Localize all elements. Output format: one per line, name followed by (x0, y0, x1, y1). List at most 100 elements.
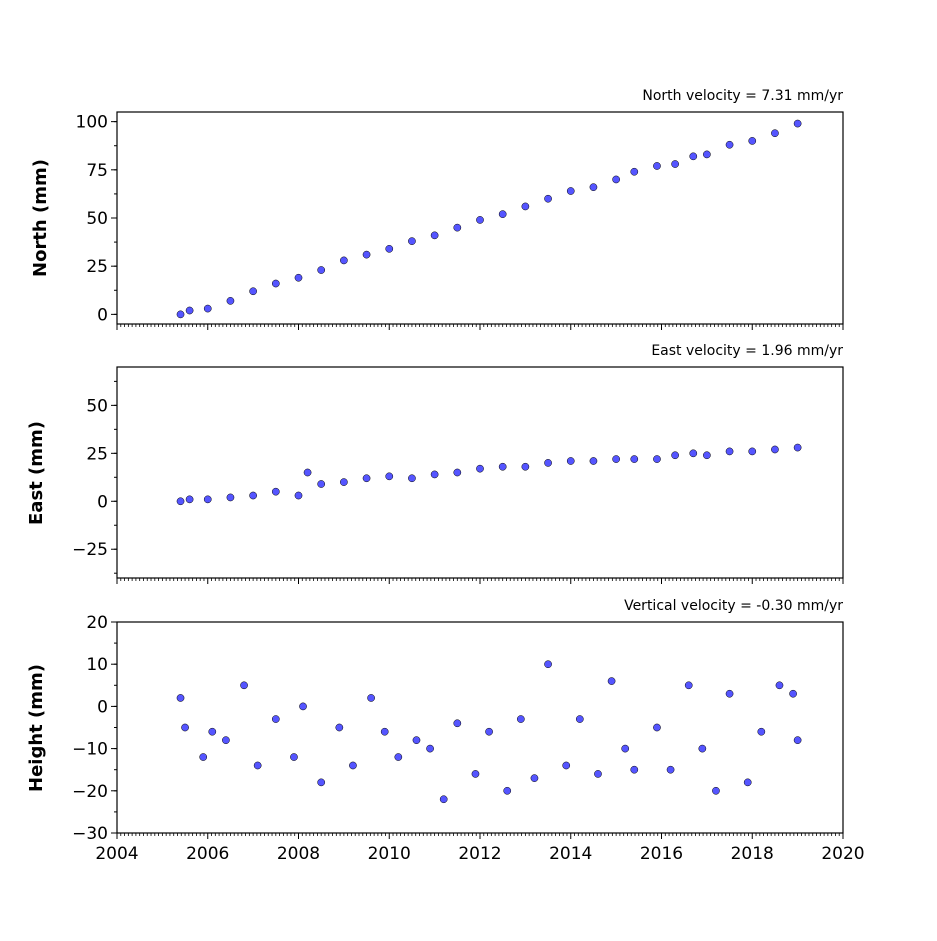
north-data-point (408, 237, 416, 245)
east-y-ticks: −25 0 25 50 (72, 380, 117, 574)
north-y-tick-label: 50 (86, 209, 108, 229)
height-data-point (789, 689, 797, 698)
east-data-point (793, 443, 802, 452)
height-data-point (367, 694, 375, 702)
north-data-point (453, 223, 462, 232)
height-data-points (176, 660, 802, 804)
east-data-point (385, 472, 394, 481)
east-data-point (630, 455, 639, 463)
east-data-point (476, 464, 484, 473)
east-y-axis-label: East (mm) (26, 421, 47, 525)
east-data-points (176, 443, 802, 506)
east-data-point (653, 455, 661, 463)
height-x-tick-label: 2008 (277, 844, 320, 864)
north-y-tick-label: 0 (97, 305, 108, 325)
height-data-point (426, 744, 434, 753)
east-data-point (294, 491, 303, 500)
east-data-point (544, 459, 552, 467)
height-x-tick-label: 2014 (549, 844, 592, 864)
height-data-point (666, 765, 675, 774)
east-data-point (271, 487, 280, 496)
height-data-point (503, 786, 512, 795)
north-data-point (566, 187, 575, 195)
north-data-point (748, 137, 757, 145)
height-data-point (530, 774, 539, 782)
height-data-point (240, 681, 248, 690)
north-y-tick-label: 25 (86, 257, 108, 277)
east-data-point (671, 451, 679, 460)
east-data-point (589, 457, 598, 465)
north-data-point (249, 287, 257, 296)
height-y-tick-label: 20 (86, 613, 108, 633)
height-data-point (725, 689, 734, 698)
height-data-point (630, 765, 639, 774)
north-data-point (703, 150, 711, 159)
north-x-ticks (116, 324, 844, 330)
north-data-point (689, 152, 698, 161)
height-data-point (253, 761, 262, 770)
height-data-point (181, 723, 189, 732)
height-data-point (380, 727, 389, 736)
east-panel: −25 0 25 50 East velocity = 1.96 mm/yr East… (26, 343, 844, 584)
east-data-point (748, 447, 757, 456)
height-data-point (222, 736, 230, 745)
height-data-point (394, 753, 403, 761)
height-y-tick-label: −20 (72, 782, 108, 802)
height-data-point (793, 736, 802, 745)
east-data-point (340, 478, 348, 486)
height-y-tick-label: 10 (86, 655, 108, 675)
east-data-point (453, 468, 462, 477)
height-data-point (439, 795, 448, 804)
east-data-point (176, 497, 185, 506)
east-data-point (249, 491, 257, 500)
height-x-tick-label: 2020 (821, 844, 864, 864)
north-data-point (498, 210, 507, 218)
height-x-tick-label: 2012 (458, 844, 501, 864)
height-data-point (208, 727, 217, 736)
north-y-ticks: 0 25 50 75 100 (76, 113, 117, 325)
east-y-tick-label: 0 (97, 492, 108, 512)
north-data-point (317, 266, 326, 274)
height-data-point (453, 719, 462, 728)
height-data-point (621, 744, 630, 753)
height-data-point (575, 715, 584, 723)
height-data-point (335, 723, 344, 732)
height-y-axis-label: Height (mm) (26, 664, 47, 792)
height-data-point (775, 681, 784, 690)
height-data-point (594, 770, 602, 778)
height-data-point (471, 770, 480, 778)
height-data-point (743, 778, 752, 787)
east-data-point (408, 474, 416, 483)
north-y-tick-label: 75 (86, 161, 108, 181)
east-data-point (303, 468, 312, 477)
height-data-point (544, 660, 552, 669)
north-data-point (176, 310, 185, 319)
east-velocity-title: East velocity = 1.96 mm/yr (651, 343, 843, 359)
height-data-point (653, 723, 661, 732)
north-panel: 0 25 50 75 100 North velocity = 7.31 mm/yr N… (30, 88, 844, 330)
height-x-tick-label: 2004 (95, 844, 138, 864)
north-data-points (176, 119, 802, 319)
east-data-point (498, 462, 507, 471)
height-data-point (199, 753, 208, 761)
north-data-point (476, 216, 484, 224)
height-y-tick-label: −10 (72, 740, 108, 760)
east-data-point (317, 480, 326, 488)
east-y-tick-label: 50 (86, 396, 108, 416)
height-data-point (562, 761, 571, 770)
height-data-point (271, 715, 280, 723)
north-data-point (362, 250, 371, 259)
east-x-ticks (116, 578, 844, 584)
north-data-point (771, 129, 779, 138)
north-y-axis-label: North (mm) (30, 159, 51, 277)
north-data-point (203, 304, 212, 313)
north-data-point (589, 183, 598, 192)
north-data-point (725, 140, 734, 149)
height-data-point (712, 786, 720, 795)
height-x-tick-label: 2010 (368, 844, 411, 864)
height-data-point (176, 694, 185, 702)
north-data-point (630, 167, 639, 176)
height-y-tick-label: 0 (97, 697, 108, 717)
